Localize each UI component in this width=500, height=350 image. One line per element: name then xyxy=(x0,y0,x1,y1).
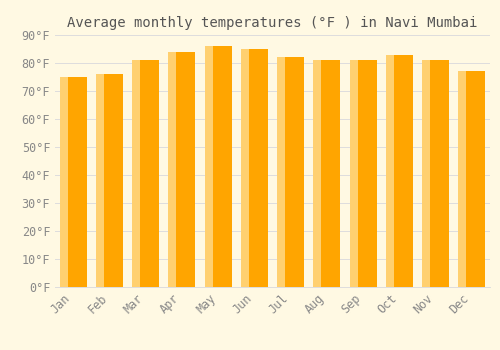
Bar xyxy=(168,52,196,287)
Bar xyxy=(60,77,86,287)
Title: Average monthly temperatures (°F ) in Navi Mumbai: Average monthly temperatures (°F ) in Na… xyxy=(68,16,478,30)
Bar xyxy=(458,71,485,287)
Bar xyxy=(132,60,140,287)
Bar xyxy=(386,55,413,287)
Bar xyxy=(96,74,123,287)
Bar xyxy=(314,60,322,287)
Bar xyxy=(458,71,466,287)
Bar xyxy=(350,60,376,287)
Bar xyxy=(204,46,212,287)
Bar xyxy=(422,60,449,287)
Bar xyxy=(350,60,358,287)
Bar xyxy=(314,60,340,287)
Bar xyxy=(60,77,68,287)
Bar xyxy=(422,60,430,287)
Bar xyxy=(168,52,176,287)
Bar xyxy=(277,57,285,287)
Bar xyxy=(386,55,394,287)
Bar xyxy=(132,60,159,287)
Bar xyxy=(241,49,268,287)
Bar xyxy=(204,46,232,287)
Bar xyxy=(96,74,104,287)
Bar xyxy=(241,49,249,287)
Bar xyxy=(277,57,304,287)
